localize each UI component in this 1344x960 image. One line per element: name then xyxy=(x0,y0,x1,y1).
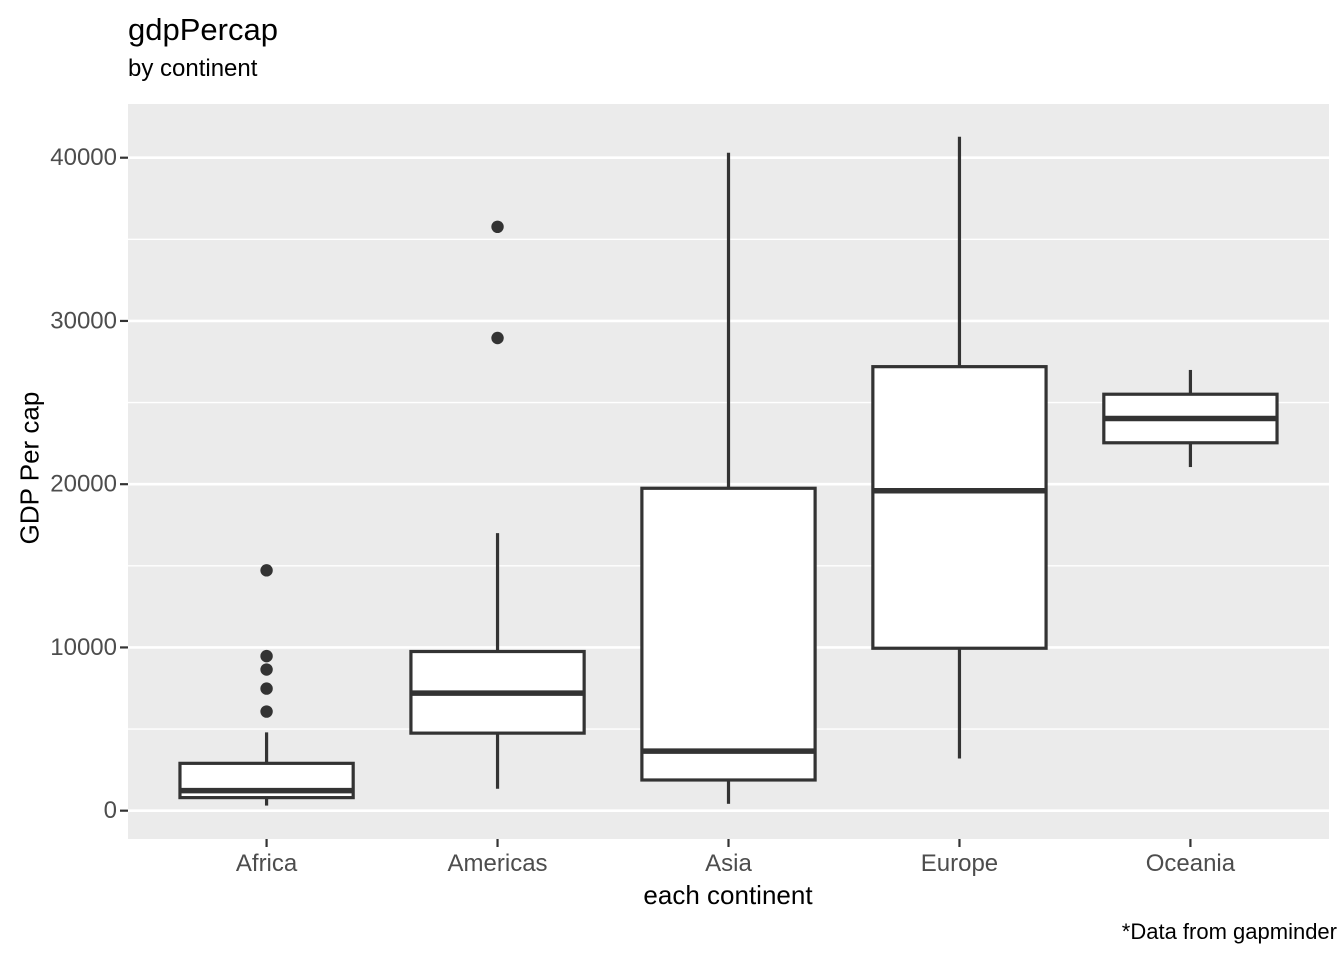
x-tick-label-oceania: Oceania xyxy=(1146,850,1236,877)
x-tick-label-africa: Africa xyxy=(236,850,298,877)
y-tick-label: 30000 xyxy=(50,307,117,334)
boxplot-africa-outlier-point xyxy=(260,663,273,676)
boxplot-americas-outlier-point xyxy=(491,220,504,234)
boxplot-africa-outlier-point xyxy=(260,705,273,718)
boxplot-africa-outlier-point xyxy=(260,682,273,695)
plot-subtitle: by continent xyxy=(128,55,258,82)
y-tick-label: 20000 xyxy=(50,471,117,498)
boxplot-africa-outlier-point xyxy=(260,649,273,663)
boxplot-africa-outlier-point xyxy=(260,564,273,577)
y-tick-label: 40000 xyxy=(50,144,117,171)
x-axis-title: each continent xyxy=(643,880,813,910)
x-tick-label-europe: Europe xyxy=(921,850,998,877)
y-tick-label: 10000 xyxy=(50,634,117,661)
y-axis-title: GDP Per cap xyxy=(14,391,45,545)
plot-caption: *Data from gapminder xyxy=(1121,919,1337,944)
boxplot-asia-box xyxy=(640,486,817,782)
x-tick-label-asia: Asia xyxy=(705,850,752,877)
plot-title: gdpPercap xyxy=(128,12,278,47)
boxplot-europe-box xyxy=(871,365,1048,650)
x-tick-label-americas: Americas xyxy=(448,850,548,877)
boxplot-americas-outlier-point xyxy=(491,331,504,345)
y-tick-label: 0 xyxy=(104,797,117,824)
